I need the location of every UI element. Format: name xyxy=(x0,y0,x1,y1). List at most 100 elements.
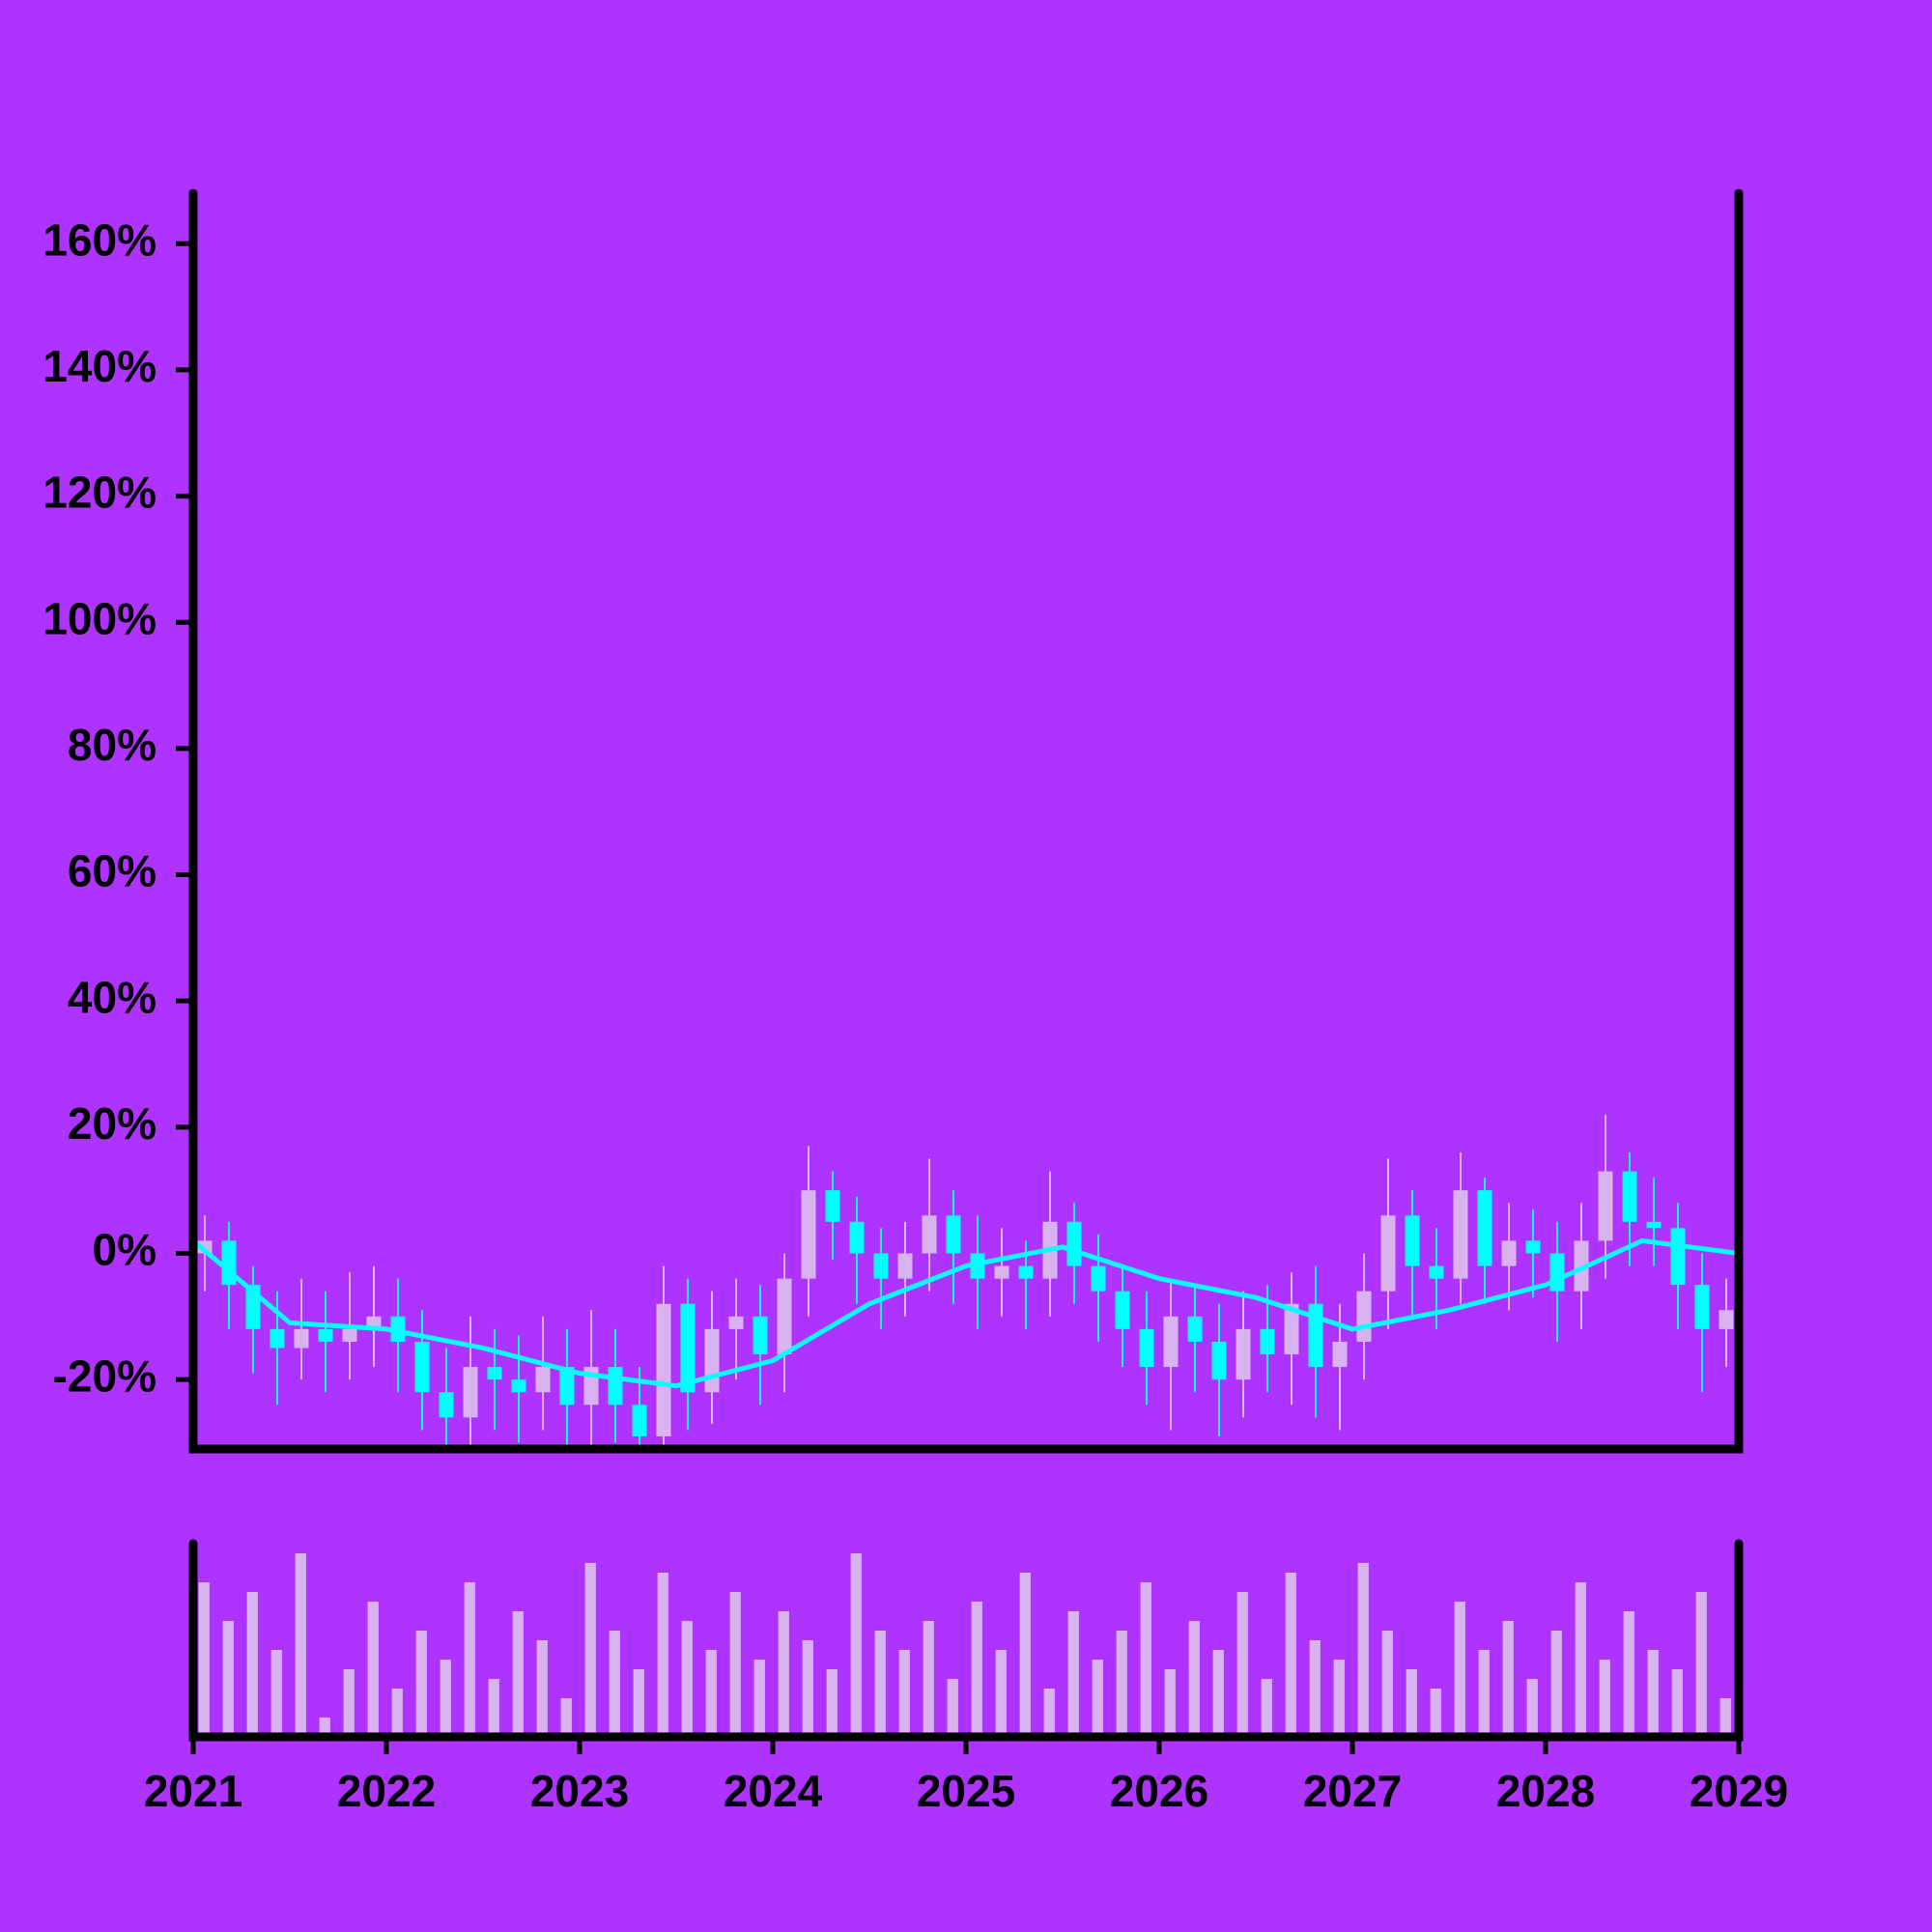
volume-bar xyxy=(802,1640,813,1737)
candle-body xyxy=(463,1367,478,1418)
volume-bar xyxy=(1719,1698,1731,1737)
volume-bar xyxy=(391,1689,403,1737)
volume-bar xyxy=(633,1669,644,1737)
volume-bar xyxy=(1333,1660,1345,1737)
x-tick-label: 2021 xyxy=(144,1766,242,1816)
volume-bar xyxy=(367,1602,379,1737)
candle-body xyxy=(559,1367,575,1406)
volume-bar xyxy=(657,1573,668,1737)
volume-bar xyxy=(874,1631,886,1737)
volume-bar xyxy=(1236,1592,1248,1737)
volume-bar xyxy=(753,1660,765,1737)
candle-body xyxy=(270,1328,285,1349)
x-tick-label: 2027 xyxy=(1303,1766,1402,1816)
volume-bar xyxy=(1695,1592,1707,1737)
price-frame xyxy=(188,188,1744,1454)
volume-bar xyxy=(198,1582,210,1737)
volume-bar xyxy=(1478,1650,1490,1737)
volume-bar xyxy=(1261,1679,1272,1737)
volume-panel xyxy=(198,1553,1731,1737)
y-tick-label: 80% xyxy=(68,720,156,770)
volume-bar xyxy=(319,1718,330,1737)
candle-body xyxy=(1332,1341,1348,1368)
candle-body xyxy=(487,1367,502,1380)
candle-body xyxy=(342,1328,357,1342)
volume-bar xyxy=(343,1669,355,1737)
volume-bar xyxy=(440,1660,451,1737)
axes: -20% 0% 20% 40% 60% 80% 100% 120% 140% 160% 2021 20… xyxy=(43,188,1788,1816)
candle-body xyxy=(1187,1316,1203,1342)
candle-body xyxy=(1525,1240,1541,1254)
volume-bar xyxy=(947,1679,958,1737)
volume-bar xyxy=(1092,1660,1103,1737)
candle-body xyxy=(728,1316,744,1329)
volume-bar xyxy=(1671,1669,1683,1737)
volume-bar xyxy=(1623,1611,1634,1737)
volume-bar xyxy=(1430,1689,1441,1737)
volume-bar xyxy=(1188,1621,1200,1737)
volume-bar xyxy=(1381,1631,1393,1737)
volume-bar xyxy=(1067,1611,1079,1737)
volume-bar xyxy=(1406,1669,1417,1737)
candle-body xyxy=(873,1253,889,1279)
candle-body xyxy=(1356,1291,1372,1342)
candle-body xyxy=(1646,1221,1662,1229)
volume-bar xyxy=(1309,1640,1321,1737)
volume-bar xyxy=(1357,1563,1369,1737)
volume-bar xyxy=(415,1631,427,1737)
volume-bar xyxy=(850,1553,862,1737)
candle-body xyxy=(414,1341,430,1393)
volume-bar xyxy=(270,1650,282,1737)
candle-body xyxy=(1670,1228,1686,1286)
candle-body xyxy=(294,1328,309,1349)
candle-body xyxy=(535,1367,551,1393)
volume-bar xyxy=(1212,1650,1224,1737)
volume-bar xyxy=(681,1621,693,1737)
volume-bar xyxy=(1164,1669,1176,1737)
x-tick-label: 2025 xyxy=(917,1766,1015,1816)
candle-body xyxy=(994,1265,1009,1279)
volume-bar xyxy=(898,1650,910,1737)
x-tick-label: 2026 xyxy=(1110,1766,1208,1816)
volume-bar xyxy=(609,1631,620,1737)
volume-bar xyxy=(536,1640,548,1737)
x-tick-label: 2024 xyxy=(724,1766,823,1816)
candle-body xyxy=(1066,1221,1082,1266)
y-tick-label: 60% xyxy=(68,846,156,896)
volume-bar xyxy=(1647,1650,1659,1737)
candle-body xyxy=(825,1190,840,1222)
volume-bar xyxy=(1526,1679,1538,1737)
candle-body xyxy=(1260,1328,1275,1355)
volume-bar xyxy=(1116,1631,1127,1737)
volume-bar xyxy=(584,1563,596,1737)
moving-average xyxy=(193,1237,1739,1389)
candle-body xyxy=(1694,1285,1710,1329)
candle-body xyxy=(704,1328,720,1393)
candle-body xyxy=(511,1379,526,1393)
x-tick-label: 2022 xyxy=(337,1766,436,1816)
candle-body xyxy=(1236,1328,1251,1380)
y-tick-label: -20% xyxy=(53,1350,156,1401)
candle-body xyxy=(1719,1310,1734,1329)
volume-bar xyxy=(464,1582,475,1737)
volume-bar xyxy=(705,1650,717,1737)
candle-body xyxy=(922,1215,937,1254)
candle-body xyxy=(680,1303,696,1393)
candle-body xyxy=(632,1405,647,1436)
volume-bar xyxy=(246,1592,258,1737)
volume-bar xyxy=(923,1621,934,1737)
candle-body xyxy=(897,1253,913,1279)
candle-body xyxy=(801,1190,816,1279)
volume-bar xyxy=(1285,1573,1296,1737)
candle-body xyxy=(753,1316,768,1355)
candle-body xyxy=(1549,1253,1565,1292)
volume-bar xyxy=(995,1650,1007,1737)
volume-bar xyxy=(971,1602,982,1737)
x-tick-label: 2028 xyxy=(1496,1766,1595,1816)
candle-body xyxy=(318,1328,333,1342)
y-tick-label: 140% xyxy=(43,341,156,391)
candle-body xyxy=(1405,1215,1420,1266)
volume-bar xyxy=(295,1553,306,1737)
volume-bar xyxy=(826,1669,838,1737)
